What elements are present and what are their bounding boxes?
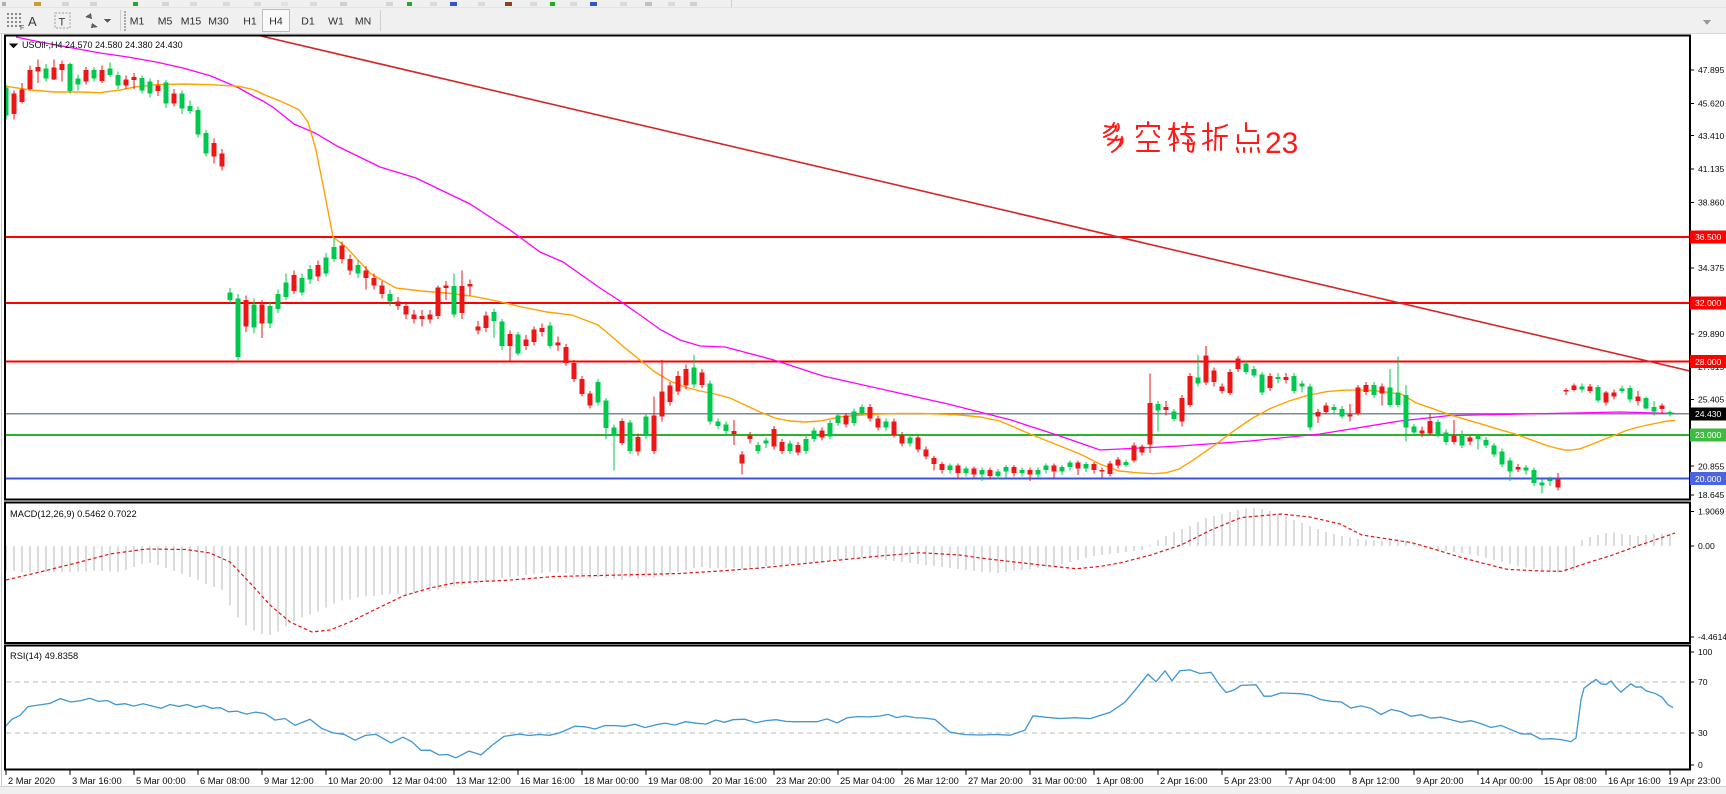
svg-text:1 Apr 08:00: 1 Apr 08:00 [1096,776,1144,786]
svg-text:25 Mar 04:00: 25 Mar 04:00 [840,776,895,786]
svg-text:45.620: 45.620 [1698,98,1725,108]
svg-text:9 Apr 20:00: 9 Apr 20:00 [1416,776,1464,786]
svg-text:M1: M1 [130,16,145,28]
svg-text:14 Apr 00:00: 14 Apr 00:00 [1480,776,1533,786]
svg-text:13 Mar 12:00: 13 Mar 12:00 [456,776,511,786]
svg-text:M30: M30 [208,16,229,28]
svg-text:27 Mar 20:00: 27 Mar 20:00 [968,776,1023,786]
svg-text:20.855: 20.855 [1698,461,1725,471]
svg-text:47.895: 47.895 [1698,65,1725,75]
svg-text:9 Mar 12:00: 9 Mar 12:00 [264,776,314,786]
svg-text:MACD(12,26,9) 0.5462 0.7022: MACD(12,26,9) 0.5462 0.7022 [10,509,137,519]
svg-text:16 Apr 16:00: 16 Apr 16:00 [1608,776,1661,786]
svg-text:16 Mar 16:00: 16 Mar 16:00 [520,776,575,786]
svg-text:2 Apr 16:00: 2 Apr 16:00 [1160,776,1208,786]
svg-text:41.135: 41.135 [1698,164,1725,174]
svg-text:0.00: 0.00 [1698,541,1715,551]
svg-text:23: 23 [1265,127,1298,160]
svg-text:38.860: 38.860 [1698,197,1725,207]
svg-text:70: 70 [1698,677,1708,687]
svg-text:H4: H4 [269,16,283,28]
svg-text:19 Mar 08:00: 19 Mar 08:00 [648,776,703,786]
svg-text:15 Apr 08:00: 15 Apr 08:00 [1544,776,1597,786]
svg-text:D1: D1 [301,16,315,28]
svg-text:43.410: 43.410 [1698,131,1725,141]
svg-text:19 Apr 23:00: 19 Apr 23:00 [1668,776,1721,786]
svg-text:MN: MN [355,16,371,28]
svg-text:23.000: 23.000 [1695,430,1722,440]
svg-text:30: 30 [1698,728,1708,738]
svg-text:H1: H1 [243,16,257,28]
svg-text:-4.4614: -4.4614 [1698,632,1726,642]
svg-text:6 Mar 08:00: 6 Mar 08:00 [200,776,250,786]
svg-text:12 Mar 04:00: 12 Mar 04:00 [392,776,447,786]
svg-text:0: 0 [1698,760,1703,770]
svg-text:18 Mar 00:00: 18 Mar 00:00 [584,776,639,786]
svg-text:5 Apr 23:00: 5 Apr 23:00 [1224,776,1272,786]
svg-text:25.405: 25.405 [1698,395,1725,405]
svg-text:1.9069: 1.9069 [1698,507,1725,517]
svg-text:20 Mar 16:00: 20 Mar 16:00 [712,776,767,786]
svg-text:36.500: 36.500 [1695,232,1722,242]
svg-text:24.430: 24.430 [1695,409,1722,419]
svg-text:34.375: 34.375 [1698,263,1725,273]
svg-text:23 Mar 20:00: 23 Mar 20:00 [776,776,831,786]
svg-text:29.890: 29.890 [1698,329,1725,339]
svg-text:3 Mar 16:00: 3 Mar 16:00 [72,776,122,786]
svg-text:W1: W1 [328,16,344,28]
svg-text:18.645: 18.645 [1698,490,1725,500]
svg-text:32.000: 32.000 [1695,298,1722,308]
svg-text:28.000: 28.000 [1695,357,1722,367]
svg-text:T: T [59,17,66,29]
svg-text:2 Mar 2020: 2 Mar 2020 [8,776,55,786]
svg-text:7 Apr 04:00: 7 Apr 04:00 [1288,776,1336,786]
svg-text:10 Mar 20:00: 10 Mar 20:00 [328,776,383,786]
svg-text:F: F [20,25,24,32]
svg-text:20.000: 20.000 [1695,474,1722,484]
svg-text:M15: M15 [181,16,202,28]
svg-text:M5: M5 [158,16,173,28]
svg-text:A: A [28,14,37,29]
svg-text:26 Mar 12:00: 26 Mar 12:00 [904,776,959,786]
svg-text:RSI(14) 49.8358: RSI(14) 49.8358 [10,651,78,661]
svg-text:100: 100 [1698,647,1713,657]
svg-text:USOil-,H4 24.570 24.580 24.38: USOil-,H4 24.570 24.580 24.380 24.430 [22,40,183,50]
svg-text:5 Mar 00:00: 5 Mar 00:00 [136,776,186,786]
svg-text:31 Mar 00:00: 31 Mar 00:00 [1032,776,1087,786]
svg-text:8 Apr 12:00: 8 Apr 12:00 [1352,776,1400,786]
